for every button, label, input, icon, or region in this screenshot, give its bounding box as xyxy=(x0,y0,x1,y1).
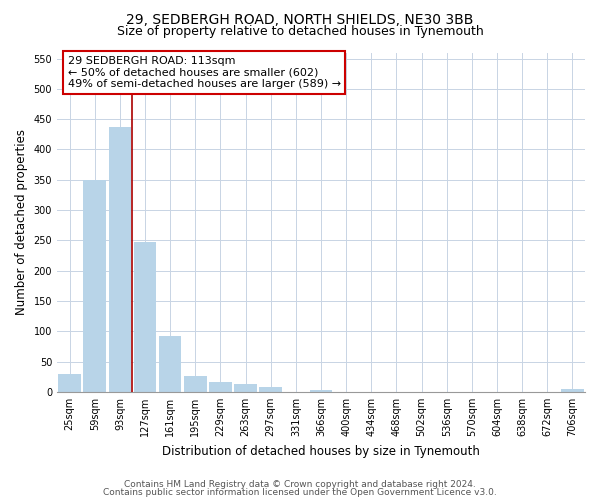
Bar xyxy=(561,389,584,392)
Text: Contains public sector information licensed under the Open Government Licence v3: Contains public sector information licen… xyxy=(103,488,497,497)
Bar xyxy=(159,336,181,392)
Text: 29 SEDBERGH ROAD: 113sqm
← 50% of detached houses are smaller (602)
49% of semi-: 29 SEDBERGH ROAD: 113sqm ← 50% of detach… xyxy=(68,56,341,89)
Text: 29, SEDBERGH ROAD, NORTH SHIELDS, NE30 3BB: 29, SEDBERGH ROAD, NORTH SHIELDS, NE30 3… xyxy=(127,12,473,26)
Text: Contains HM Land Registry data © Crown copyright and database right 2024.: Contains HM Land Registry data © Crown c… xyxy=(124,480,476,489)
Bar xyxy=(109,127,131,392)
X-axis label: Distribution of detached houses by size in Tynemouth: Distribution of detached houses by size … xyxy=(162,444,480,458)
Bar xyxy=(58,374,81,392)
Text: Size of property relative to detached houses in Tynemouth: Size of property relative to detached ho… xyxy=(116,25,484,38)
Bar xyxy=(259,387,282,392)
Y-axis label: Number of detached properties: Number of detached properties xyxy=(15,129,28,315)
Bar xyxy=(83,180,106,392)
Bar xyxy=(209,382,232,392)
Bar xyxy=(134,242,157,392)
Bar xyxy=(234,384,257,392)
Bar xyxy=(310,390,332,392)
Bar xyxy=(184,376,206,392)
